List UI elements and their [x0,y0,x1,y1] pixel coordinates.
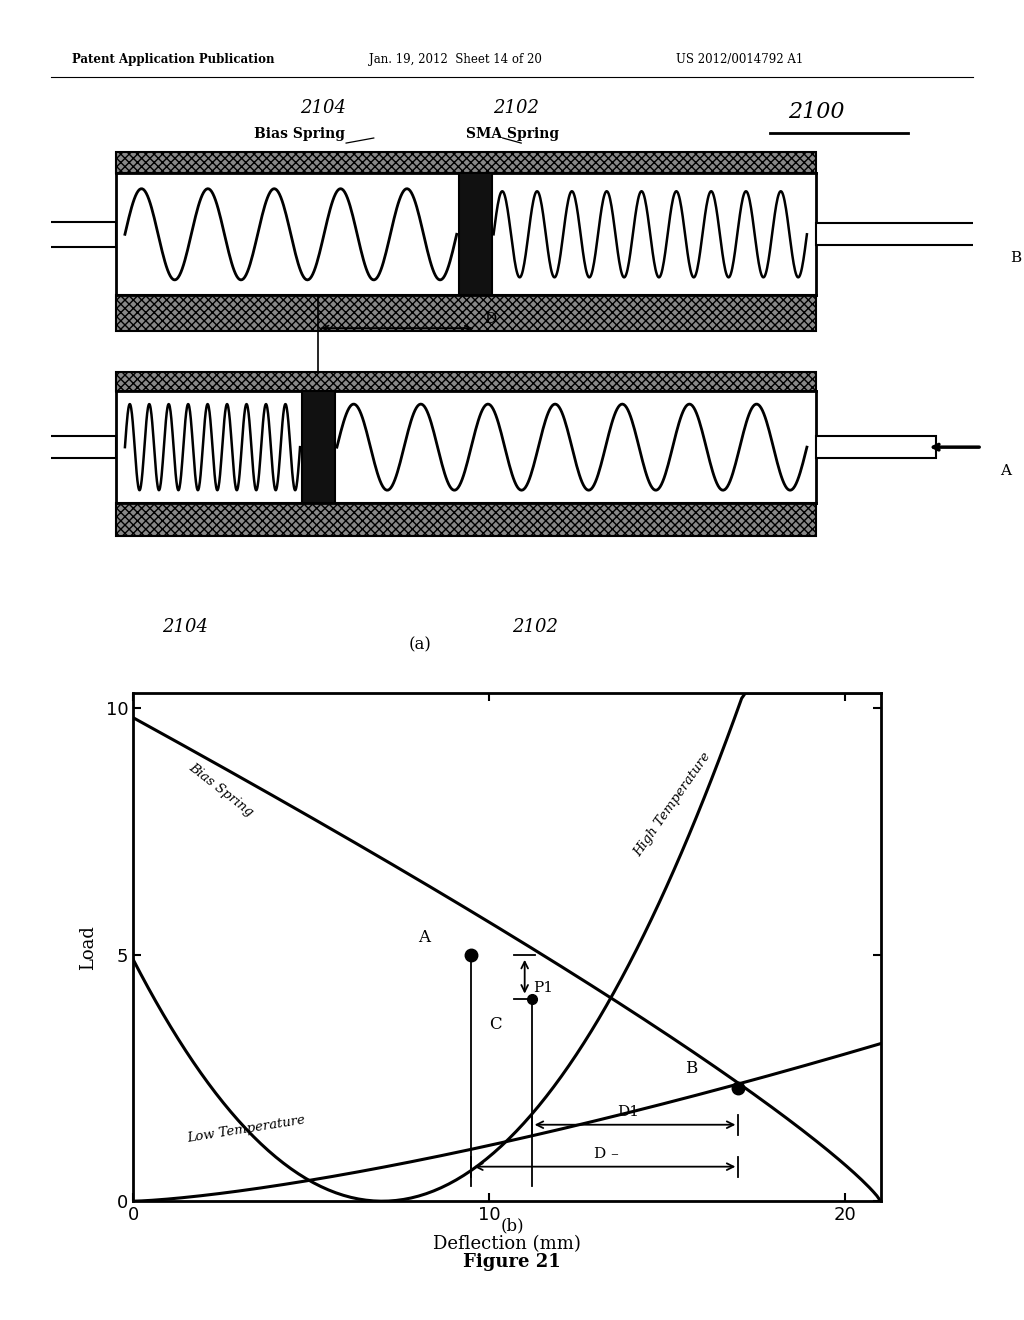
Text: B: B [1010,251,1021,265]
Text: Bias Spring: Bias Spring [186,762,256,820]
Text: SMA Spring: SMA Spring [466,127,559,141]
Text: A: A [418,929,430,946]
Text: 2104: 2104 [300,99,346,116]
Bar [116,152,816,173]
Bar [116,152,816,173]
Text: D –: D – [594,1147,618,1160]
Bar [0,436,116,458]
Y-axis label: Load: Load [79,925,97,969]
Text: C: C [489,1015,502,1032]
Bar [116,296,816,330]
Bar [816,436,936,458]
Text: A: A [1000,465,1012,478]
Text: Jan. 19, 2012  Sheet 14 of 20: Jan. 19, 2012 Sheet 14 of 20 [369,53,542,66]
Bar [116,372,816,392]
Text: 2102: 2102 [512,618,558,636]
Text: D1: D1 [617,1105,639,1119]
Text: B: B [685,1060,697,1077]
Text: (b): (b) [500,1217,524,1234]
Text: High Temperature: High Temperature [632,750,714,859]
Bar [116,503,816,536]
Bar [116,296,816,330]
Text: D: D [484,313,497,326]
Text: (a): (a) [409,636,431,653]
Text: Bias Spring: Bias Spring [254,127,345,141]
Bar [0,222,116,247]
Text: 2100: 2100 [788,100,845,123]
Text: 2104: 2104 [162,618,208,636]
Bar [459,173,492,296]
X-axis label: Deflection (mm): Deflection (mm) [433,1236,581,1253]
Text: Low Temperature: Low Temperature [186,1114,306,1144]
Text: Patent Application Publication: Patent Application Publication [72,53,274,66]
Bar [302,392,335,503]
Bar [116,503,816,536]
Text: Figure 21: Figure 21 [463,1253,561,1271]
Text: US 2012/0014792 A1: US 2012/0014792 A1 [676,53,803,66]
Text: 2102: 2102 [494,99,540,116]
Text: P1: P1 [534,981,554,994]
Bar [116,372,816,392]
Bar [816,223,982,246]
